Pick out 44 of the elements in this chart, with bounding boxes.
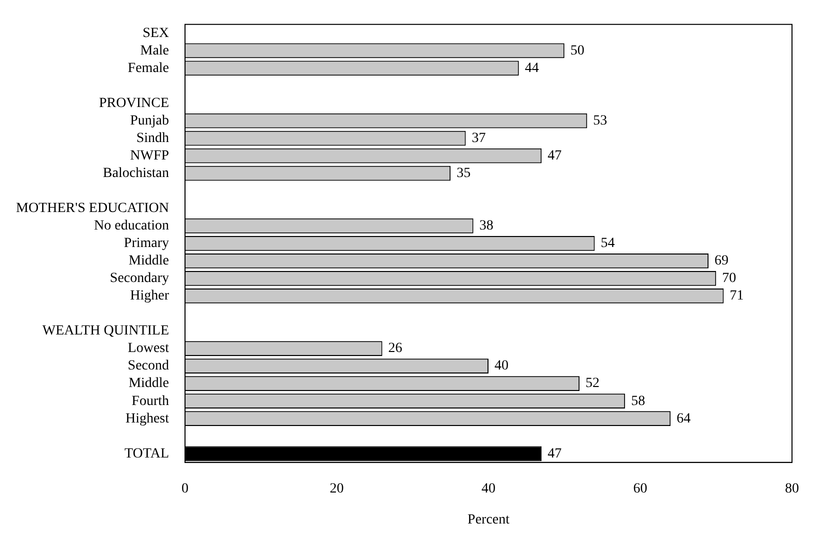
data-label: 52 [586,376,600,392]
y-tick-label: TOTAL [124,446,170,462]
data-label: 47 [548,446,562,462]
data-label: 58 [631,394,646,409]
x-axis-title: Percent [468,512,510,528]
y-tick-label: Balochistan [102,166,170,181]
y-tick-label: Primary [124,236,170,252]
data-label: 47 [548,148,562,164]
data-label: 53 [593,113,608,128]
data-label: 40 [494,358,509,374]
y-tick-label: SEX [142,26,170,41]
y-tick-label: Male [140,43,170,58]
y-tick-label: Middle [128,254,170,269]
y-tick-label: NWFP [130,148,170,164]
y-tick-label: Lowest [128,341,170,356]
data-label: 38 [479,218,494,234]
x-tick-label: 40 [482,481,496,496]
data-label: 44 [524,60,539,76]
y-tick-label: No education [94,218,170,234]
data-label: 69 [714,254,729,269]
y-tick-label: Sindh [136,130,170,146]
x-tick-label: 0 [182,481,189,496]
data-label: 54 [600,236,615,252]
y-tick-label: Female [128,60,170,76]
data-label: 50 [570,43,584,58]
data-label: 35 [456,166,471,181]
y-tick-label: Middle [128,376,170,392]
y-tick-label: Higher [130,288,170,304]
y-tick-label: Punjab [130,113,170,128]
y-tick-label: Second [128,358,170,374]
data-label: 64 [676,411,691,426]
data-label: 37 [472,130,486,146]
x-tick-label: 80 [785,481,799,496]
data-label: 70 [722,271,736,286]
y-tick-label: Highest [125,411,170,426]
x-tick-label: 20 [330,481,344,496]
y-tick-label: MOTHER'S EDUCATION [16,201,170,216]
x-tick-label: 60 [633,481,648,496]
y-tick-label: WEALTH QUINTILE [42,324,170,339]
y-tick-label: Secondary [110,271,170,286]
data-label: 26 [388,341,402,356]
data-label: 71 [730,288,744,304]
y-tick-label: PROVINCE [99,96,170,111]
y-tick-label: Fourth [132,394,170,409]
